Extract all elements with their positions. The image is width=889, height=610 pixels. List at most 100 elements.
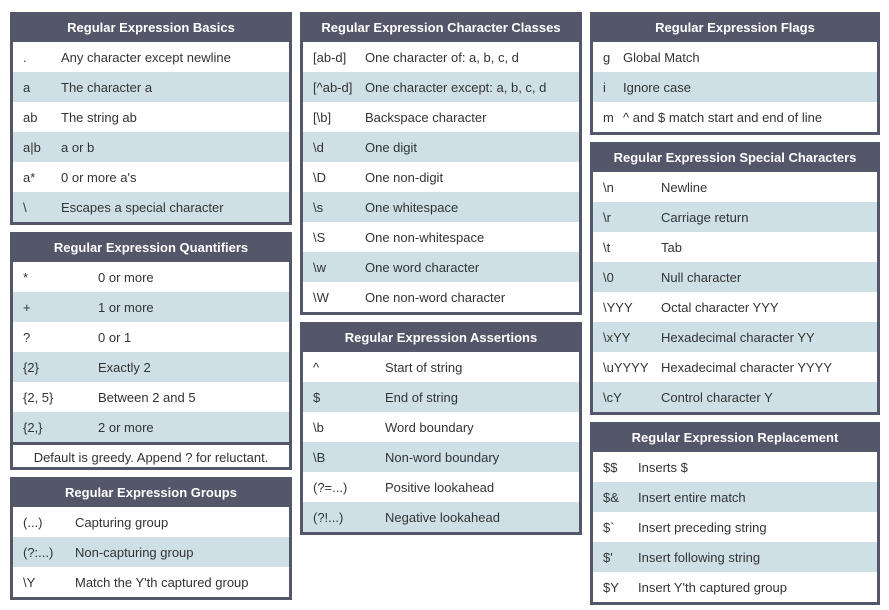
table-flags: Regular Expression Flags g Global Match i Ig… [590,12,880,135]
table-row: +1 or more [13,292,289,322]
table-row: \b Word boundary [303,412,579,442]
pattern-symbol: $Y [603,579,619,595]
pattern-description: a or b [61,139,95,155]
pattern-description: Capturing group [75,514,169,530]
table-row: (?=...) Positive lookahead [303,472,579,502]
pattern-symbol: g [603,49,611,65]
pattern-symbol: (?:...) [23,544,54,560]
table-title: Regular Expression Flags [592,12,878,42]
pattern-description: One whitespace [365,199,459,215]
table-row: [^ab-d] One character except: a, b, c, d [303,72,579,102]
pattern-description: Ignore case [623,79,691,95]
table-row: [ab-d] One character of: a, b, c, d [303,42,579,72]
pattern-symbol: [\b] [313,109,332,125]
pattern-description: One non-whitespace [365,229,485,245]
pattern-symbol: $& [603,489,619,505]
pattern-description: Match the Y'th captured group [75,574,249,590]
pattern-symbol: \b [313,419,324,435]
table-special-characters: Regular Expression Special Characters \n N… [590,142,880,415]
table-row: {2} Exactly 2 [13,352,289,382]
table-replacement: Regular Expression Replacement $$ Inserts … [590,422,880,605]
table-row: \s One whitespace [303,192,579,222]
pattern-symbol: m [603,109,614,125]
pattern-description: The character a [61,79,153,95]
column-middle: Regular Expression Character Classes [ab-… [300,12,582,610]
pattern-symbol: (...) [23,514,43,530]
pattern-symbol: a [23,79,31,95]
pattern-description: Hexadecimal character YYYY [661,359,833,375]
pattern-description: Global Match [623,49,700,65]
pattern-description: 0 or 1 [98,329,132,345]
pattern-symbol: \YYY [603,299,633,315]
table-title: Regular Expression Quantifiers [12,232,290,262]
table-row: (?:...) Non-capturing group [13,537,289,567]
pattern-description: Non-word boundary [385,449,500,465]
table-row: $` Insert preceding string [593,512,877,542]
pattern-symbol: \ [23,199,27,215]
pattern-symbol: {2,} [23,419,43,435]
pattern-description: Tab [661,239,682,255]
pattern-description: Octal character YYY [661,299,779,315]
pattern-symbol: \0 [603,269,614,285]
pattern-description: Escapes a special character [61,199,224,215]
pattern-symbol: \B [313,449,326,465]
pattern-description: Inserts $ [638,459,688,475]
column-left: Regular Expression Basics. Any character … [10,12,292,610]
pattern-description: One digit [365,139,418,155]
table-title: Regular Expression Special Characters [592,142,878,172]
pattern-description: Backspace character [365,109,487,125]
table-row: $' Insert following string [593,542,877,572]
pattern-symbol: $` [603,519,615,535]
table-row: m ^ and $ match start and end of line [593,102,877,132]
table-row: \0 Null character [593,262,877,292]
pattern-symbol: ? [23,329,31,345]
table-row: \d One digit [303,132,579,162]
pattern-description: Hexadecimal character YY [661,329,815,345]
table-row: \r Carriage return [593,202,877,232]
table-row: \D One non-digit [303,162,579,192]
table-title: Regular Expression Basics [12,12,290,42]
table-row: \YYY Octal character YYY [593,292,877,322]
table-row: a The character a [13,72,289,102]
pattern-symbol: {2} [23,359,39,375]
pattern-description: Non-capturing group [75,544,194,560]
pattern-symbol: ab [23,109,38,125]
pattern-symbol: \W [313,289,329,305]
pattern-description: Insert preceding string [638,519,767,535]
pattern-description: Positive lookahead [385,479,495,495]
table-row: ^ Start of string [303,352,579,382]
table-row: $Y Insert Y'th captured group [593,572,877,602]
pattern-description: Newline [661,179,708,195]
pattern-symbol: \t [603,239,611,255]
pattern-description: Insert following string [638,549,761,565]
table-row: $$ Inserts $ [593,452,877,482]
pattern-symbol: * [23,269,29,285]
table-row: a|b a or b [13,132,289,162]
table-row: g Global Match [593,42,877,72]
pattern-description: Negative lookahead [385,509,500,525]
table-row: \ Escapes a special character [13,192,289,222]
pattern-description: Insert Y'th captured group [638,579,787,595]
pattern-description: The string ab [61,109,137,125]
table-row: $& Insert entire match [593,482,877,512]
pattern-symbol: ^ [313,359,320,375]
pattern-symbol: [^ab-d] [313,79,353,95]
table-row: \w One word character [303,252,579,282]
table-title: Regular Expression Character Classes [302,12,580,42]
pattern-description: One character of: a, b, c, d [365,49,519,65]
pattern-symbol: i [603,79,606,95]
pattern-description: One word character [365,259,480,275]
pattern-description: 1 or more [98,299,154,315]
pattern-description: One non-word character [365,289,506,305]
table-row: $ End of string [303,382,579,412]
table-row: * 0 or more [13,262,289,292]
pattern-description: 2 or more [98,419,154,435]
pattern-description: One character except: a, b, c, d [365,79,547,95]
table-row: (?!...) Negative lookahead [303,502,579,532]
table-row: ab The string ab [13,102,289,132]
pattern-description: End of string [385,389,458,405]
pattern-symbol: \cY [603,389,622,405]
table-title: Regular Expression Groups [12,477,290,507]
table-row: {2,} 2 or more [13,412,289,442]
